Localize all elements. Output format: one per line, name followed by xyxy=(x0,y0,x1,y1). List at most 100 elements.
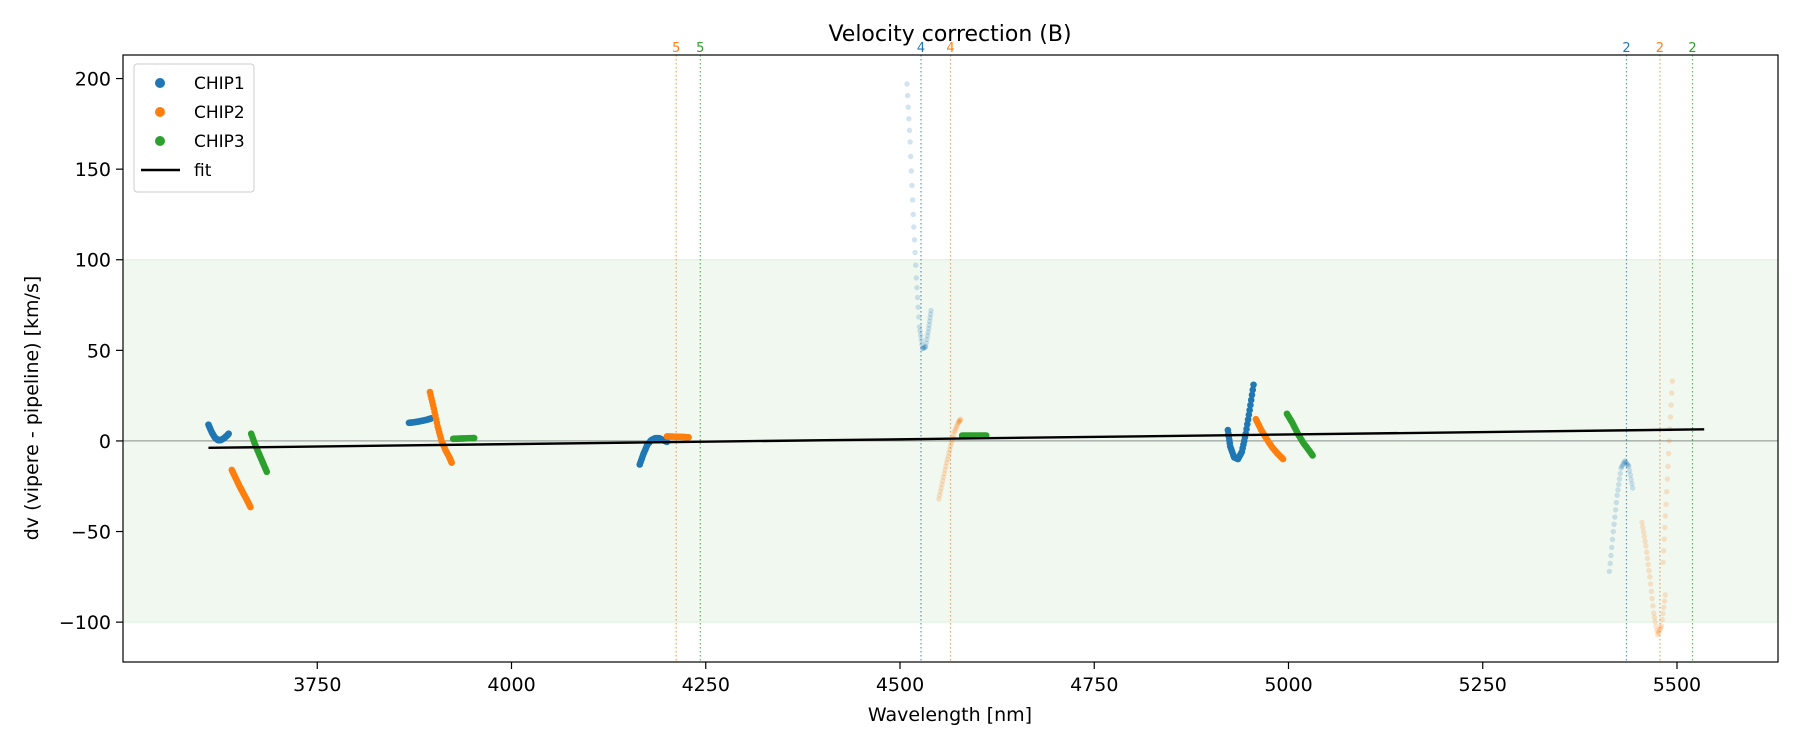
data-point xyxy=(1644,555,1651,562)
data-point xyxy=(1641,533,1648,540)
data-point xyxy=(926,318,933,325)
data-point xyxy=(1611,521,1617,527)
rejected-order-label: 2 xyxy=(1622,41,1630,56)
data-point xyxy=(1669,378,1676,384)
data-point xyxy=(920,345,926,351)
data-point xyxy=(924,333,931,339)
data-point xyxy=(1658,623,1665,629)
data-point xyxy=(1664,476,1671,482)
data-point xyxy=(1613,499,1620,506)
series-chip2-order-6 xyxy=(426,388,455,466)
rejected-order-label: 5 xyxy=(672,41,680,56)
data-point xyxy=(954,423,960,430)
data-point xyxy=(1660,548,1667,554)
data-point xyxy=(917,328,923,334)
y-tick-label: 50 xyxy=(87,340,111,362)
data-point xyxy=(1654,632,1661,638)
y-axis: 200 150 100 50 0 −50 −100 xyxy=(59,69,123,634)
data-point xyxy=(947,446,953,453)
data-point xyxy=(1661,598,1668,604)
series-chip2-order-7 xyxy=(228,466,254,511)
data-point xyxy=(1247,401,1254,409)
x-tick-label: 5000 xyxy=(1264,674,1312,696)
data-point xyxy=(915,304,921,310)
y-axis-label: dv (vipere - pipeline) [km/s] xyxy=(21,276,43,541)
data-point xyxy=(922,344,929,350)
data-point xyxy=(919,345,926,352)
data-point xyxy=(937,488,944,495)
data-point xyxy=(1619,463,1625,470)
x-tick-label: 5250 xyxy=(1459,674,1507,696)
legend-marker-chip1 xyxy=(155,78,165,88)
data-point xyxy=(1618,465,1624,471)
data-point xyxy=(1610,528,1616,535)
data-point xyxy=(1606,568,1613,575)
data-point xyxy=(1629,481,1635,487)
data-point xyxy=(1640,524,1646,530)
data-point xyxy=(1246,406,1253,414)
x-tick-label: 3750 xyxy=(293,674,341,696)
rejected-order-markers: 5 5 4 4 2 2 2 xyxy=(672,41,1697,662)
data-point xyxy=(913,275,920,281)
data-point xyxy=(925,329,931,335)
x-tick-label: 4000 xyxy=(487,674,535,696)
data-point xyxy=(1608,552,1614,559)
series-chip3-order-7 xyxy=(247,430,271,476)
data-point xyxy=(1609,544,1615,551)
data-point xyxy=(1626,463,1632,470)
data-point xyxy=(950,432,957,438)
axes-frame xyxy=(122,54,1779,663)
plot-area: 5 5 4 4 2 2 2 xyxy=(122,41,1779,662)
data-point xyxy=(1656,628,1662,634)
data-point xyxy=(1625,462,1631,468)
series-chip1-order-6 xyxy=(405,414,435,427)
data-points xyxy=(205,81,1676,638)
data-point xyxy=(939,481,945,488)
data-point xyxy=(1630,485,1636,491)
data-point xyxy=(945,453,951,459)
data-point xyxy=(1650,603,1656,609)
data-point xyxy=(921,345,927,351)
data-point xyxy=(1249,386,1257,394)
data-point xyxy=(1647,581,1654,587)
x-tick-label: 4250 xyxy=(682,674,730,696)
series-chip3-order-6 xyxy=(449,434,478,443)
data-point xyxy=(1668,402,1674,408)
data-point xyxy=(1661,536,1667,542)
data-point xyxy=(1652,619,1658,625)
data-point xyxy=(951,429,958,435)
rejected-order-label: 2 xyxy=(1688,41,1696,56)
data-point xyxy=(955,420,961,426)
data-point xyxy=(1662,592,1669,598)
y-tick-label: 100 xyxy=(75,250,111,272)
data-point xyxy=(1645,561,1651,568)
data-point xyxy=(926,322,932,328)
data-point xyxy=(911,237,918,243)
data-point xyxy=(914,294,921,301)
data-point xyxy=(941,470,947,477)
data-point xyxy=(907,139,913,145)
data-point xyxy=(956,419,962,425)
data-point xyxy=(908,153,914,160)
data-point xyxy=(1660,610,1666,617)
data-point xyxy=(908,168,915,174)
data-point xyxy=(1622,458,1628,464)
data-point xyxy=(1616,476,1623,482)
data-point xyxy=(1662,524,1668,531)
data-point xyxy=(957,416,964,422)
data-point xyxy=(1623,459,1629,465)
data-point xyxy=(912,249,918,256)
data-point xyxy=(956,417,963,424)
data-point xyxy=(943,459,950,466)
data-point xyxy=(1623,460,1630,466)
data-point xyxy=(946,450,952,456)
data-point xyxy=(944,456,951,463)
data-point xyxy=(1664,488,1670,495)
data-point xyxy=(685,434,692,441)
data-point xyxy=(936,496,942,502)
rejected-order-label: 2 xyxy=(1656,41,1664,56)
data-point xyxy=(1626,467,1633,474)
data-point xyxy=(1279,455,1287,463)
data-point xyxy=(1646,567,1652,574)
y-tick-label: 200 xyxy=(75,69,111,91)
